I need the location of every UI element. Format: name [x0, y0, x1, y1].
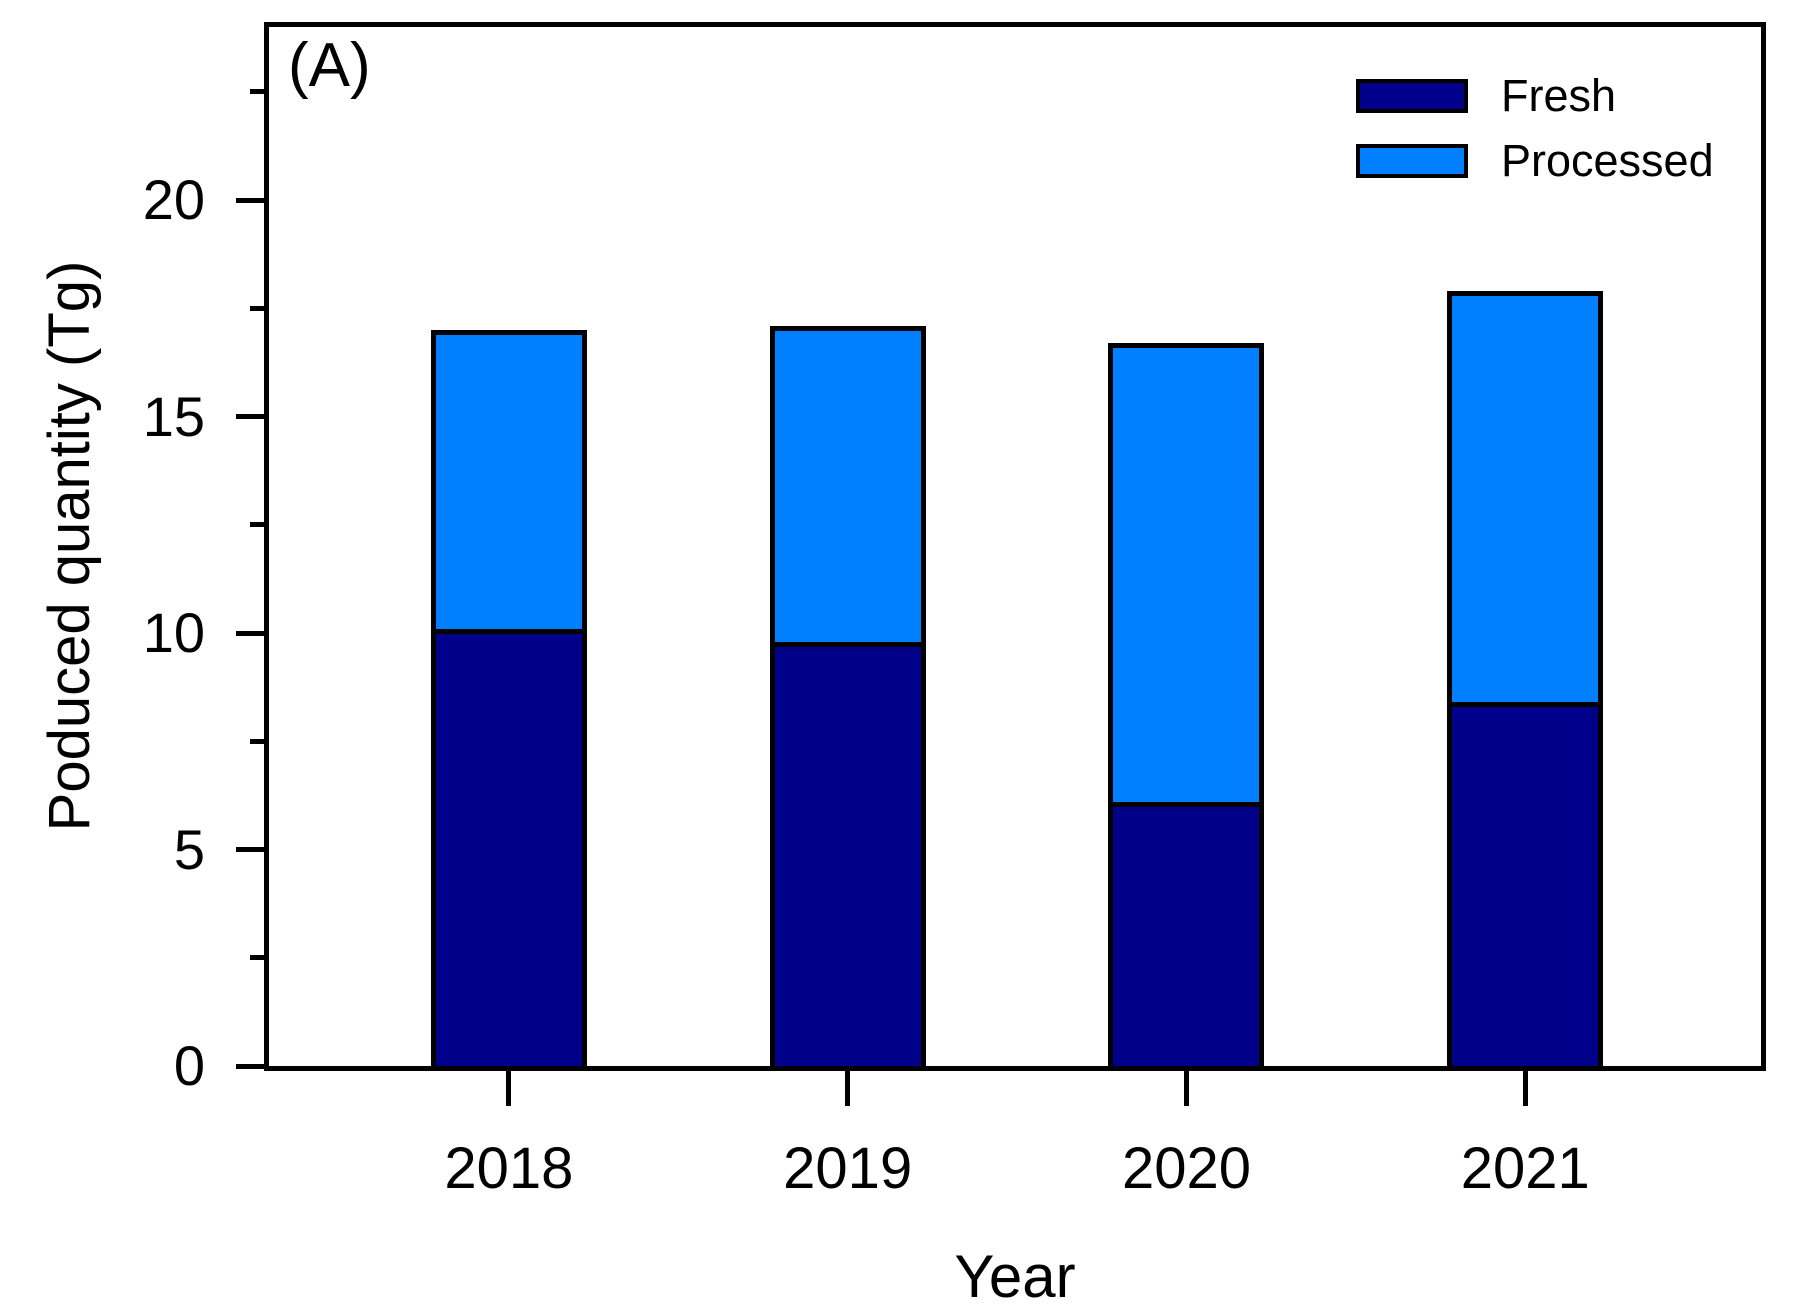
y-axis-tick-label: 10: [142, 601, 205, 665]
legend-swatch-fresh: [1356, 79, 1468, 113]
x-axis-tick-label: 2020: [1121, 1136, 1251, 1201]
x-axis-tick-label: 2019: [783, 1136, 913, 1201]
panel-label: (A): [288, 31, 371, 100]
y-axis-tick-label: 5: [173, 817, 205, 881]
y-axis-major-tick: [236, 1063, 266, 1069]
y-axis-minor-tick: [250, 305, 266, 311]
legend-item-fresh: Fresh: [1356, 70, 1714, 121]
legend-item-processed: Processed: [1356, 135, 1714, 186]
x-axis-title: Year: [954, 1243, 1076, 1310]
legend-swatch-processed: [1356, 144, 1468, 178]
y-axis-tick-label: 20: [142, 168, 205, 232]
y-axis-major-tick: [236, 630, 266, 636]
y-axis-title: Poduced quantity (Tg): [37, 260, 102, 832]
x-axis-tick: [1522, 1071, 1528, 1106]
x-axis-tick: [506, 1071, 512, 1106]
y-axis-major-tick: [236, 197, 266, 203]
y-axis-major-tick: [236, 847, 266, 853]
x-axis-tick-label: 2021: [1460, 1136, 1590, 1201]
y-axis-minor-tick: [250, 955, 266, 961]
legend-label-fresh: Fresh: [1501, 70, 1617, 121]
bar-2020-processed: [1108, 343, 1265, 807]
y-axis-tick-label: 15: [142, 384, 205, 448]
bar-2018-processed: [430, 330, 587, 634]
y-axis-minor-tick: [250, 522, 266, 528]
bar-2020-fresh: [1108, 801, 1265, 1071]
y-axis-tick-label: 0: [173, 1034, 205, 1097]
x-axis-tick: [1183, 1071, 1189, 1106]
x-axis-tick-label: 2018: [444, 1136, 574, 1201]
bar-2021-processed: [1447, 291, 1604, 708]
y-axis-major-tick: [236, 414, 266, 420]
y-axis-minor-tick: [250, 738, 266, 744]
y-axis-minor-tick: [250, 89, 266, 95]
legend: Fresh Processed: [1356, 70, 1714, 206]
x-axis-tick: [845, 1071, 851, 1106]
bar-2018-fresh: [430, 628, 587, 1071]
legend-label-processed: Processed: [1501, 135, 1714, 186]
bar-2019-fresh: [769, 641, 926, 1071]
bar-2021-fresh: [1447, 702, 1604, 1071]
bar-2019-processed: [769, 325, 926, 647]
